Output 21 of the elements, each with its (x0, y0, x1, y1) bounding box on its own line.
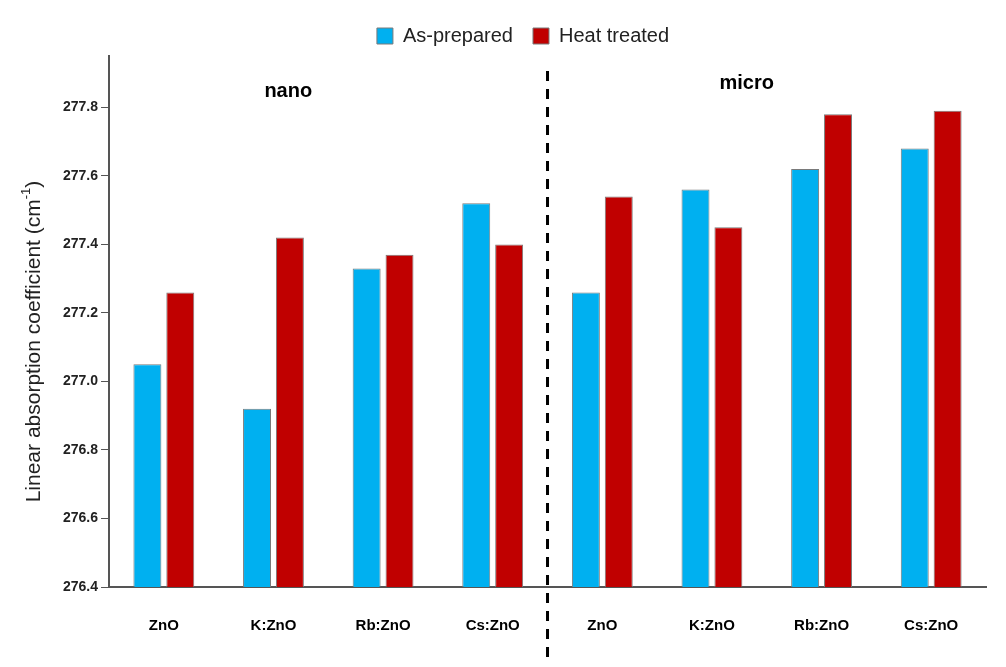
x-tick-label: K:ZnO (250, 616, 297, 634)
y-tick-label: 276.8 (62, 440, 99, 457)
x-tick-label: ZnO (148, 616, 180, 634)
annotation: micro (719, 70, 774, 93)
y-tick-label: 276.4 (62, 577, 99, 594)
x-tick-label: Cs:ZnO (904, 616, 959, 634)
y-tick-label: 276.6 (62, 509, 99, 526)
annotation: nano (264, 78, 313, 101)
y-tick-label: 277.2 (62, 303, 99, 320)
y-tick-label: 277.6 (62, 166, 99, 183)
legend-label: Heat treated (559, 23, 670, 46)
y-tick-label: 277.0 (62, 372, 99, 389)
legend-label: As-prepared (402, 23, 513, 46)
y-tick-label: 277.8 (62, 98, 99, 115)
x-tick-label: Rb:ZnO (794, 616, 850, 634)
x-tick-label: Rb:ZnO (355, 616, 411, 634)
y-axis-title: Linear absorption coefficient (cm-1) (17, 180, 44, 503)
y-tick-label: 277.4 (62, 235, 99, 252)
x-tick-label: ZnO (587, 616, 618, 634)
x-tick-label: K:ZnO (689, 616, 736, 634)
x-tick-label: Cs:ZnO (465, 616, 521, 634)
